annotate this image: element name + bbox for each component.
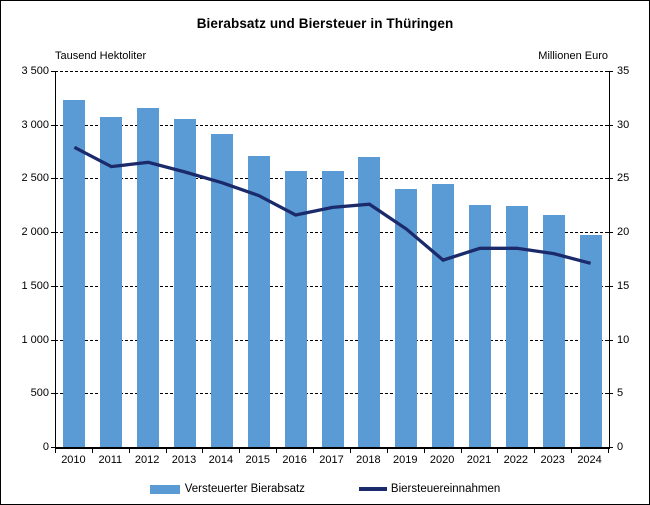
right-axis-tick-label: 35 — [617, 65, 630, 77]
x-axis-label-2016: 2016 — [282, 454, 307, 466]
left-axis-tick — [51, 393, 56, 395]
tax-revenue-line — [73, 145, 592, 265]
left-axis-tick-label: 500 — [30, 387, 49, 400]
x-axis-tick — [128, 449, 130, 453]
gridline — [55, 71, 608, 72]
bar-2015 — [247, 155, 270, 447]
bar-2019 — [395, 189, 418, 447]
right-axis-tick-label: 5 — [617, 387, 624, 400]
x-axis-label-2019: 2019 — [392, 454, 418, 466]
right-axis-tick — [608, 71, 613, 72]
bar-2021 — [468, 205, 491, 447]
bar-2022 — [505, 206, 528, 447]
left-axis-unit-label: Tausend Hektoliter — [55, 50, 147, 62]
x-axis-label-2010: 2010 — [61, 454, 86, 466]
right-axis-unit-label: Millionen Euro — [538, 50, 608, 62]
plot-area — [55, 71, 610, 449]
left-axis-tick-label: 3 500 — [21, 65, 49, 77]
bar-2016 — [284, 171, 307, 447]
line-swatch-icon — [358, 487, 387, 491]
right-axis-tick-label: 0 — [617, 441, 624, 453]
legend-item-tax-revenue: Biersteuereinnahmen — [358, 483, 501, 495]
left-axis-tick — [51, 285, 56, 287]
bar-2024 — [579, 235, 602, 447]
right-axis-tick — [608, 285, 613, 287]
x-axis-tick — [534, 449, 536, 453]
legend-label-beer-sales: Versteuerter Bierabsatz — [184, 483, 305, 495]
legend: Versteuerter Bierabsatz Biersteuereinnah… — [1, 483, 649, 495]
x-axis-tick — [165, 449, 167, 453]
x-axis-tick — [55, 449, 56, 453]
bar-2017 — [321, 170, 344, 447]
right-axis-tick-label: 15 — [617, 279, 630, 292]
x-axis-tick — [460, 449, 462, 453]
right-axis-tick — [608, 393, 613, 395]
x-axis-tick — [276, 449, 278, 453]
right-axis-tick — [608, 232, 613, 234]
left-axis-tick — [51, 71, 56, 72]
x-axis-label-2017: 2017 — [319, 454, 344, 466]
left-axis-tick — [51, 447, 56, 448]
x-axis-tick — [497, 449, 499, 453]
right-axis-tick-label: 25 — [617, 172, 630, 185]
x-axis-tick — [91, 449, 93, 453]
bar-2011 — [100, 117, 123, 447]
right-axis-tick-label: 10 — [617, 333, 630, 346]
x-axis-tick — [423, 449, 425, 453]
x-axis-label-2014: 2014 — [208, 454, 234, 466]
x-axis-tick — [571, 449, 573, 453]
bar-2014 — [210, 133, 233, 447]
tax-revenue-polyline — [73, 145, 592, 265]
x-axis-label-2021: 2021 — [466, 454, 492, 466]
left-axis-tick-label: 2 500 — [21, 172, 49, 185]
bar-2013 — [174, 118, 197, 447]
x-axis-tick — [313, 449, 315, 453]
x-axis-label-2023: 2023 — [540, 454, 565, 466]
legend-item-beer-sales: Versteuerter Bierabsatz — [149, 483, 305, 495]
right-axis-tick — [608, 447, 613, 448]
x-axis-tick — [349, 449, 351, 453]
x-axis-label-2020: 2020 — [429, 454, 455, 466]
x-axis-tick — [202, 449, 204, 453]
bar-2023 — [542, 214, 565, 447]
bar-2010 — [63, 100, 86, 447]
bar-swatch-icon — [149, 484, 180, 494]
x-axis-label-2011: 2011 — [98, 454, 123, 466]
x-axis-tick — [386, 449, 388, 453]
left-axis-tick-label: 2 000 — [21, 226, 49, 239]
x-axis-tick — [239, 449, 241, 453]
bar-2018 — [358, 156, 381, 447]
x-axis-label-2024: 2024 — [577, 454, 602, 466]
right-axis-tick — [608, 339, 613, 341]
left-axis-tick — [51, 339, 56, 341]
x-axis-tick — [608, 449, 609, 453]
left-axis-tick-label: 1 000 — [21, 333, 49, 346]
left-axis-tick — [51, 124, 56, 126]
left-axis-tick — [51, 232, 56, 234]
left-axis-tick-label: 0 — [42, 441, 49, 453]
right-axis-tick — [608, 124, 613, 126]
x-axis-label-2015: 2015 — [245, 454, 270, 466]
x-axis-label-2022: 2022 — [503, 454, 529, 466]
gridline — [55, 124, 608, 126]
left-axis-tick-label: 1 500 — [21, 279, 49, 292]
left-axis-tick — [51, 178, 56, 180]
right-axis-tick-label: 30 — [617, 118, 630, 131]
chart-title: Bierabsatz und Biersteuer in Thüringen — [196, 16, 454, 31]
right-axis-tick — [608, 178, 613, 180]
x-axis-label-2012: 2012 — [134, 454, 160, 466]
right-axis-tick-label: 20 — [617, 226, 630, 239]
legend-label-tax-revenue: Biersteuereinnahmen — [390, 483, 501, 495]
bar-2012 — [137, 108, 160, 447]
left-axis-tick-label: 3 000 — [21, 118, 49, 131]
bar-2020 — [432, 184, 455, 447]
x-axis-label-2018: 2018 — [356, 454, 381, 466]
x-axis-label-2013: 2013 — [171, 454, 197, 466]
